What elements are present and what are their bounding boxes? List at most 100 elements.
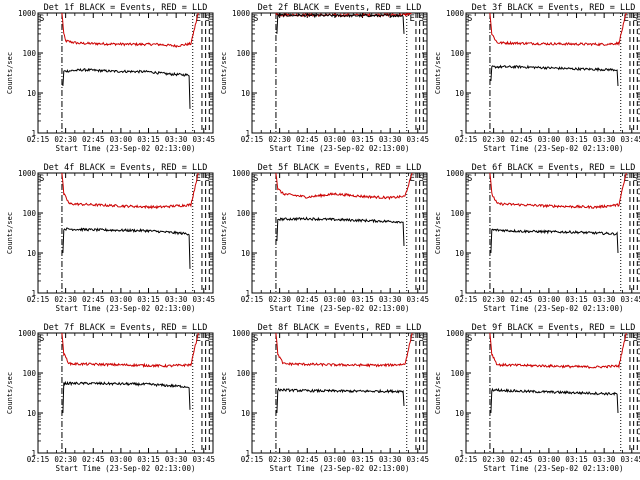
y-tick-label: 1000: [18, 169, 37, 178]
x-tick-label: 03:45: [193, 455, 216, 464]
x-tick-label: 03:00: [110, 455, 133, 464]
segment-marker: S: [419, 334, 424, 344]
chart-panel: Det 2f BLACK = Events, RED = LLD 1 10 100 10…: [220, 3, 429, 153]
segment-marker: S: [205, 14, 210, 24]
x-tick-label: 02:45: [82, 295, 105, 304]
chart-title: Det 9f BLACK = Events, RED = LLD: [472, 323, 636, 333]
x-tick-label: 03:45: [193, 295, 216, 304]
segment-marker: S: [467, 14, 472, 24]
segment-marker: E: [196, 14, 201, 24]
x-tick-label: 02:15: [27, 135, 50, 144]
x-tick-label: 02:15: [455, 135, 478, 144]
y-tick-label: 10: [27, 409, 37, 418]
y-tick-label: 10: [455, 89, 465, 98]
x-tick-label: 03:30: [165, 455, 188, 464]
y-tick-label: 1: [245, 289, 250, 298]
y-tick-label: 1: [31, 449, 36, 458]
events-series-line: [276, 216, 405, 247]
y-tick-label: 100: [236, 49, 250, 58]
y-tick-label: 10: [241, 89, 251, 98]
plot-frame: [465, 172, 640, 294]
x-tick-label: 03:30: [593, 455, 616, 464]
x-tick-label: 03:30: [379, 455, 402, 464]
chart-title: Det 1f BLACK = Events, RED = LLD: [44, 3, 208, 13]
x-tick-label: 02:30: [268, 295, 291, 304]
x-tick-label: 03:00: [538, 455, 561, 464]
segment-marker: S: [253, 14, 258, 24]
y-axis-label: Counts/sec: [434, 372, 442, 414]
segment-marker: E: [624, 14, 629, 24]
segment-marker: E: [196, 334, 201, 344]
segment-marker: S: [467, 174, 472, 184]
x-axis-label: Start Time (23-Sep-02 02:13:00): [56, 304, 196, 313]
lld-series-line: [61, 333, 199, 369]
y-tick-label: 100: [22, 209, 36, 218]
x-tick-label: 02:45: [296, 135, 319, 144]
lld-series-line: [275, 333, 413, 368]
y-tick-label: 1: [459, 449, 464, 458]
x-axis-label: Start Time (23-Sep-02 02:13:00): [270, 464, 410, 473]
x-tick-label: 03:30: [593, 295, 616, 304]
y-axis-label: Counts/sec: [434, 52, 442, 94]
x-tick-label: 02:45: [510, 455, 533, 464]
plot-frame: [37, 12, 214, 134]
plot-frame: [251, 12, 428, 134]
y-tick-label: 1: [245, 449, 250, 458]
chart-panel: Det 9f BLACK = Events, RED = LLD 1 10 100 10…: [434, 323, 640, 473]
x-axis-label: Start Time (23-Sep-02 02:13:00): [484, 464, 624, 473]
x-tick-label: 03:00: [324, 135, 347, 144]
x-tick-label: 02:45: [82, 135, 105, 144]
x-tick-label: 02:45: [296, 455, 319, 464]
segment-marker: E: [410, 174, 415, 184]
x-tick-label: 03:15: [565, 135, 588, 144]
x-tick-label: 03:00: [538, 295, 561, 304]
y-tick-label: 1000: [232, 9, 251, 18]
chart-title: Det 4f BLACK = Events, RED = LLD: [44, 163, 208, 173]
y-axis-label: Counts/sec: [6, 212, 14, 254]
x-tick-label: 02:45: [510, 295, 533, 304]
y-tick-label: 100: [450, 209, 464, 218]
segment-marker: S: [633, 174, 638, 184]
y-tick-label: 1000: [232, 169, 251, 178]
y-tick-label: 1000: [18, 9, 37, 18]
plot-frame: [465, 12, 640, 134]
segment-marker: E: [624, 334, 629, 344]
segment-marker: E: [410, 334, 415, 344]
x-tick-label: 03:00: [110, 135, 133, 144]
segment-marker: S: [419, 14, 424, 24]
y-tick-label: 1: [31, 289, 36, 298]
x-tick-label: 03:15: [137, 295, 160, 304]
x-tick-label: 03:45: [407, 135, 430, 144]
segment-marker: S: [205, 334, 210, 344]
y-tick-label: 10: [241, 409, 251, 418]
events-series-line: [276, 387, 405, 414]
x-tick-label: 02:30: [54, 455, 77, 464]
segment-marker: S: [39, 174, 44, 184]
segment-marker: S: [633, 14, 638, 24]
y-tick-label: 1: [459, 289, 464, 298]
x-tick-label: 03:30: [379, 295, 402, 304]
x-tick-label: 03:45: [621, 455, 640, 464]
y-tick-label: 1: [459, 129, 464, 138]
y-tick-label: 10: [241, 249, 251, 258]
x-tick-label: 03:00: [324, 455, 347, 464]
events-series-line: [490, 64, 619, 87]
y-tick-label: 100: [22, 369, 36, 378]
x-tick-label: 02:30: [268, 135, 291, 144]
plot-frame: [251, 172, 428, 294]
segment-marker: S: [205, 174, 210, 184]
x-tick-label: 03:45: [621, 135, 640, 144]
y-tick-label: 1000: [446, 169, 465, 178]
chart-panel: Det 6f BLACK = Events, RED = LLD 1 10 100 10…: [434, 163, 640, 313]
plot-frame: [465, 332, 640, 454]
y-axis-label: Counts/sec: [6, 52, 14, 94]
segment-marker: E: [624, 174, 629, 184]
y-axis-label: Counts/sec: [220, 372, 228, 414]
y-tick-label: 1000: [446, 329, 465, 338]
y-axis-label: Counts/sec: [220, 52, 228, 94]
x-tick-label: 03:15: [565, 295, 588, 304]
events-series-line: [490, 228, 619, 254]
x-tick-label: 02:45: [82, 455, 105, 464]
y-axis-label: Counts/sec: [220, 212, 228, 254]
